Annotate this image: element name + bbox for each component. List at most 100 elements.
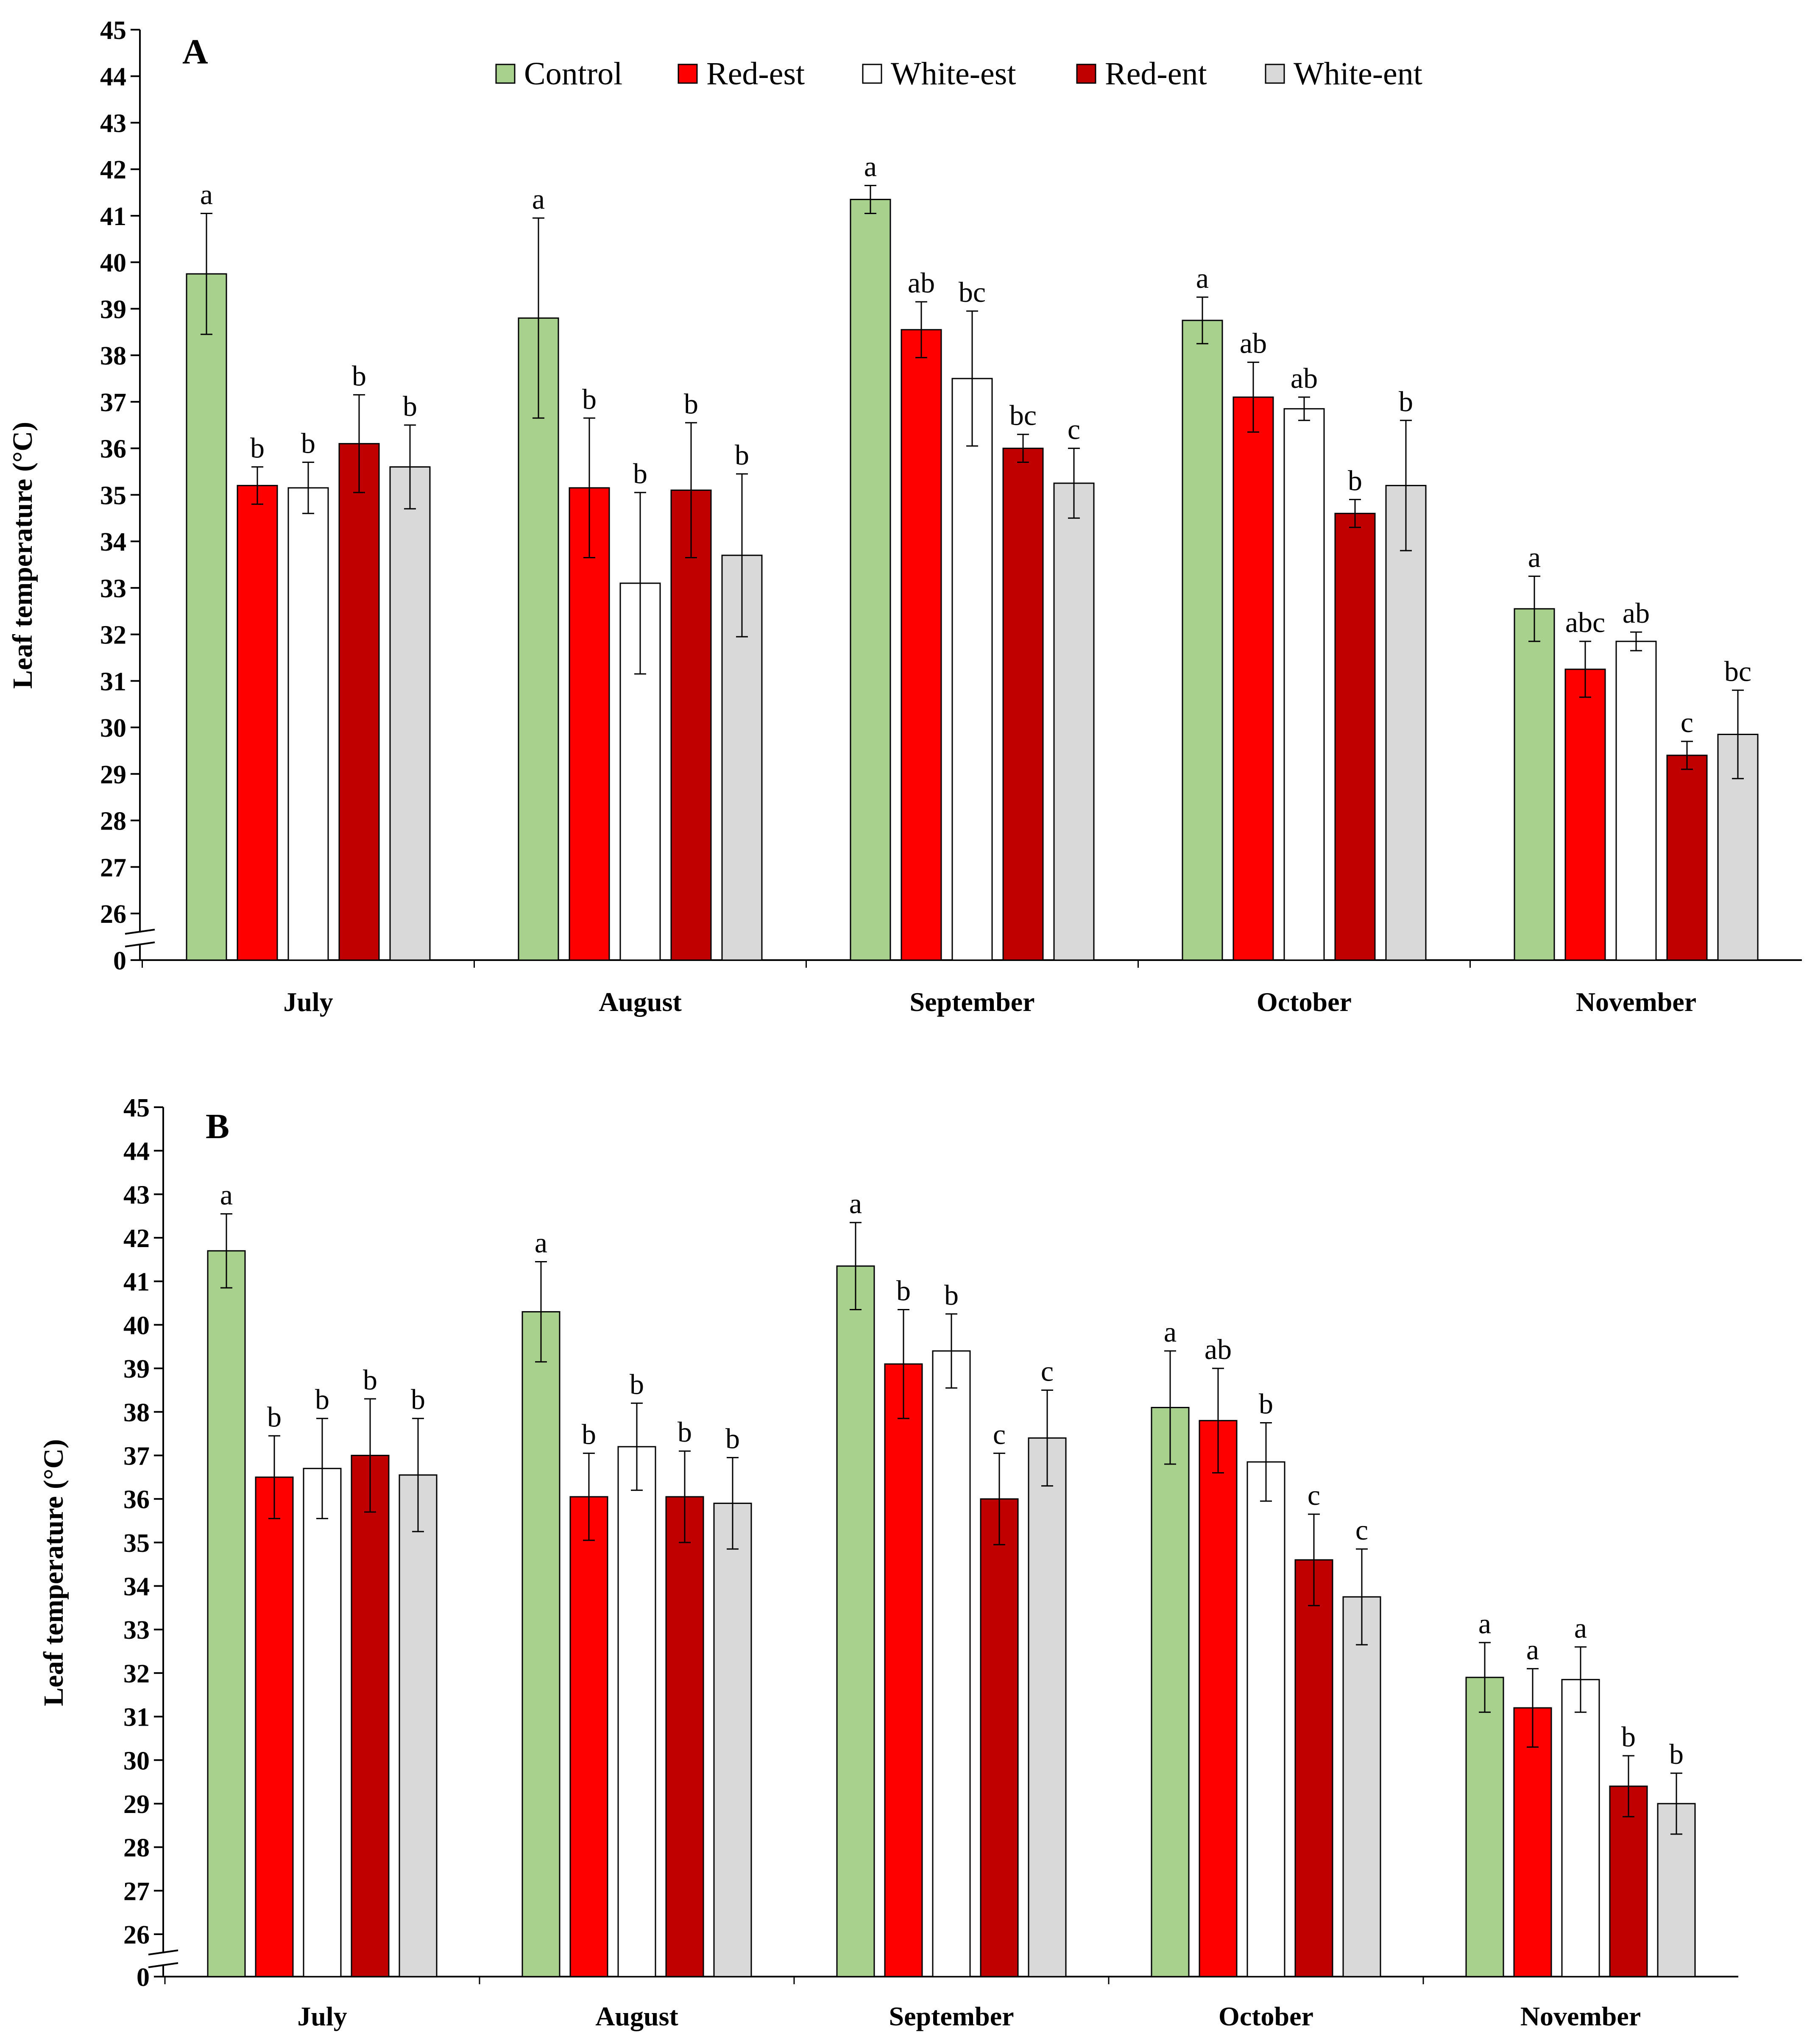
legend-swatch bbox=[862, 64, 882, 84]
x-tick-label: September bbox=[889, 2001, 1014, 2031]
bar bbox=[1609, 1785, 1648, 1977]
bar bbox=[1283, 408, 1325, 961]
significance-label: b bbox=[250, 432, 265, 464]
significance-label: b bbox=[633, 457, 647, 490]
significance-label: a bbox=[1164, 1316, 1177, 1348]
y-tick-label: 39 bbox=[123, 1355, 150, 1384]
bar bbox=[1246, 1461, 1285, 1977]
panel-a-chart: 45 44 43 42 41 40 39 38 37 36 35 34 33 32 31 30 29 28 27 26… bbox=[7, 16, 1802, 1017]
y-tick-label: 34 bbox=[100, 528, 126, 557]
bar bbox=[1151, 1407, 1190, 1977]
y-tick-label: 45 bbox=[123, 1094, 150, 1122]
y-tick-label: 40 bbox=[100, 249, 126, 278]
bar bbox=[1232, 396, 1274, 961]
y-tick-label: 44 bbox=[123, 1137, 150, 1166]
significance-label: bc bbox=[1009, 399, 1037, 432]
significance-label: b bbox=[352, 359, 366, 392]
y-tick-label: 28 bbox=[100, 807, 126, 836]
panel-letter: B bbox=[206, 1107, 229, 1146]
significance-label: bc bbox=[959, 276, 986, 308]
y-tick-label: 31 bbox=[100, 667, 126, 696]
significance-label: b bbox=[944, 1279, 959, 1311]
bar bbox=[1615, 640, 1657, 961]
significance-label: a bbox=[849, 1187, 862, 1220]
significance-label: b bbox=[678, 1416, 692, 1448]
significance-label: ab bbox=[1291, 362, 1318, 394]
x-tick-label: September bbox=[909, 987, 1034, 1017]
y-tick-label: 43 bbox=[123, 1181, 150, 1209]
significance-label: abc bbox=[1565, 606, 1605, 638]
bar bbox=[1002, 448, 1044, 961]
significance-label: b bbox=[363, 1364, 377, 1396]
bar bbox=[980, 1498, 1019, 1977]
y-tick-label: 42 bbox=[123, 1224, 150, 1253]
bar bbox=[1465, 1676, 1504, 1977]
significance-label: c bbox=[1068, 413, 1080, 446]
bar bbox=[351, 1454, 390, 1977]
bar bbox=[951, 378, 993, 961]
bar bbox=[1514, 608, 1555, 961]
bar bbox=[1028, 1437, 1067, 1977]
y-tick-label: 27 bbox=[123, 1877, 150, 1906]
y-tick-label: 34 bbox=[123, 1573, 150, 1601]
y-tick-label: 35 bbox=[100, 481, 126, 510]
bar bbox=[836, 1265, 875, 1977]
legend-label: Control bbox=[524, 56, 622, 92]
bar bbox=[1385, 485, 1427, 961]
y-tick-label: 39 bbox=[100, 295, 126, 324]
legend-label: White-est bbox=[891, 56, 1016, 92]
y-tick-label: 26 bbox=[100, 900, 126, 929]
significance-label: c bbox=[1681, 706, 1693, 738]
y-tick-label: 26 bbox=[123, 1921, 150, 1949]
bar bbox=[713, 1502, 752, 1977]
y-tick-label: 32 bbox=[100, 621, 126, 650]
bar bbox=[569, 487, 610, 961]
legend-swatch bbox=[678, 64, 698, 84]
y-tick-label: 37 bbox=[123, 1442, 150, 1470]
significance-label: b bbox=[315, 1383, 329, 1415]
significance-label: ab bbox=[1240, 327, 1267, 359]
y-tick-label: 30 bbox=[100, 714, 126, 743]
y-tick-label: 37 bbox=[100, 388, 126, 417]
significance-label: b bbox=[1669, 1738, 1684, 1770]
significance-label: ab bbox=[1623, 597, 1650, 629]
panel-b-chart: 45 44 43 42 41 40 39 38 37 36 35 34 33 32 31 30 29 28 27 26… bbox=[38, 1094, 1738, 2031]
legend-swatch bbox=[495, 64, 516, 84]
significance-label: ab bbox=[908, 267, 935, 299]
significance-label: c bbox=[993, 1418, 1006, 1450]
x-tick-label: August bbox=[599, 987, 682, 1017]
bar bbox=[1666, 755, 1708, 961]
bar bbox=[1053, 482, 1095, 961]
axis-break-mark bbox=[125, 941, 155, 947]
significance-label: b bbox=[1399, 385, 1413, 418]
bar bbox=[569, 1496, 608, 1977]
significance-label: b bbox=[1259, 1387, 1273, 1420]
y-tick-label: 33 bbox=[100, 574, 126, 603]
y-tick-label: 41 bbox=[123, 1268, 150, 1297]
y-tick-label: 40 bbox=[123, 1311, 150, 1340]
y-tick-label: 28 bbox=[123, 1834, 150, 1863]
legend-swatch bbox=[1076, 64, 1096, 84]
y-axis-title: Leaf temperature (°C) bbox=[38, 1439, 69, 1706]
significance-label: a bbox=[1528, 541, 1541, 573]
bar bbox=[617, 1446, 656, 1977]
y-tick-label: 29 bbox=[123, 1790, 150, 1819]
bar bbox=[932, 1350, 971, 1977]
bar bbox=[665, 1496, 704, 1977]
bar bbox=[521, 1311, 560, 1977]
y-tick-label: 35 bbox=[123, 1529, 150, 1558]
x-tick-label: November bbox=[1520, 2001, 1641, 2031]
significance-label: bc bbox=[1724, 655, 1751, 687]
significance-label: c bbox=[1041, 1355, 1054, 1387]
bar bbox=[186, 273, 227, 961]
y-tick-label: 36 bbox=[100, 435, 126, 464]
significance-label: a bbox=[1526, 1634, 1539, 1666]
y-tick-label: 38 bbox=[123, 1398, 150, 1427]
bar bbox=[399, 1474, 438, 1977]
bar bbox=[1564, 668, 1606, 961]
bar bbox=[1342, 1596, 1381, 1977]
bar bbox=[1561, 1679, 1600, 1977]
bar bbox=[1513, 1707, 1552, 1977]
significance-label: a bbox=[220, 1179, 233, 1211]
